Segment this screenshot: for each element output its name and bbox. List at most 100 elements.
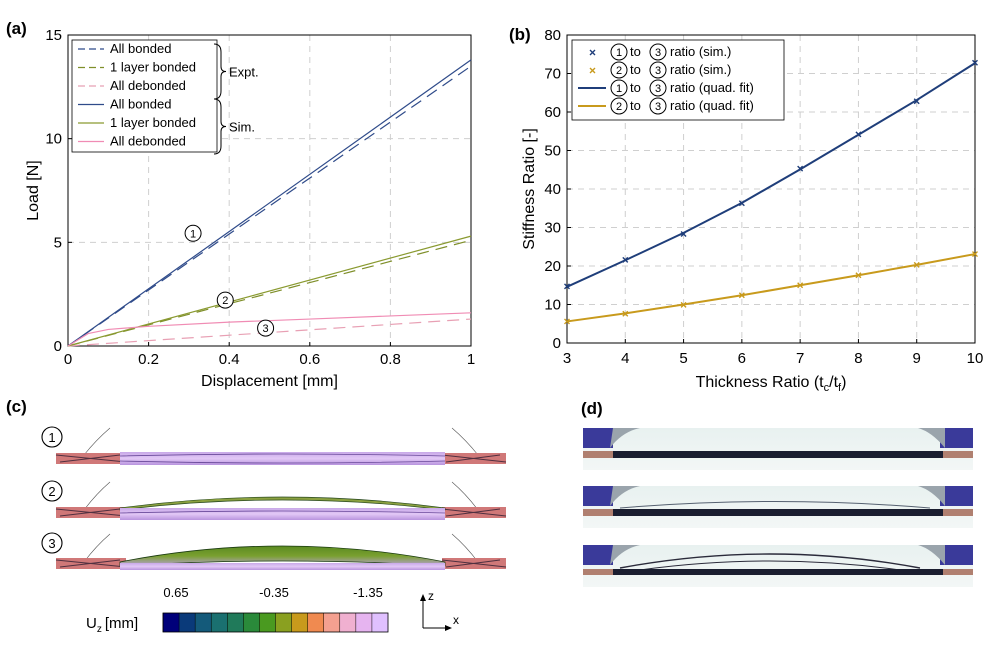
data-point <box>738 292 745 299</box>
x-tick-label: 0 <box>64 351 72 368</box>
number-circle-label: 1 <box>616 83 622 95</box>
colorbar-tick-mid: -0.35 <box>259 585 289 600</box>
y-tick-label: 80 <box>544 27 561 44</box>
sim-beam-2: 2 <box>41 480 507 520</box>
legend-group-label: Sim. <box>229 120 255 135</box>
colorbar-swatch <box>259 613 276 632</box>
chart-b: 3 4 5 6 7 8 9 10 0 10 20 30 40 50 60 70 80 Thickness Rati… <box>521 27 983 394</box>
panel-label-d: (d) <box>581 399 603 418</box>
data-point <box>680 231 687 238</box>
legend: 1 to 3 ratio (sim.) 2 to 3 ratio (sim.) 1 to 3 rati… <box>571 39 785 121</box>
series-line <box>67 312 472 347</box>
series-line <box>67 239 472 347</box>
y-tick-label: 5 <box>54 234 62 251</box>
fit-line <box>566 253 976 323</box>
colorbar-swatch <box>339 613 357 632</box>
x-tick-label: 1 <box>467 351 475 368</box>
y-axis-label: Stiffness Ratio [-] <box>521 128 538 250</box>
series-line <box>67 59 472 347</box>
legend-entry: All debonded <box>110 78 186 93</box>
data-point <box>564 283 570 290</box>
beam-label: 3 <box>48 536 55 551</box>
colorbar-swatch <box>307 613 325 632</box>
colorbar-swatch <box>179 613 196 632</box>
sim-beam-3: 3 <box>41 532 507 570</box>
x-tick-label: 10 <box>967 350 984 367</box>
sim-beam-1: 1 <box>41 426 507 465</box>
number-circle-label: 1 <box>190 228 196 240</box>
x-tick-label: 6 <box>738 350 746 367</box>
y-tick-label: 15 <box>45 27 62 44</box>
number-circle-label: 3 <box>655 83 661 95</box>
number-circle-label: 1 <box>616 47 622 59</box>
x-tick-label: 0.4 <box>219 351 240 368</box>
beam-core <box>120 452 445 465</box>
x-tick-label: 3 <box>563 350 571 367</box>
legend-entry: 1 layer bonded <box>110 60 196 75</box>
plot-frame <box>67 34 472 347</box>
data-point <box>913 261 920 268</box>
y-tick-label: 10 <box>45 131 62 148</box>
legend-entry: All bonded <box>110 97 171 112</box>
number-circle-label: 2 <box>616 65 622 77</box>
data-point <box>855 131 862 138</box>
legend-group-label: Expt. <box>229 65 259 80</box>
data-point <box>622 256 629 263</box>
legend-entry: 1 layer bonded <box>110 115 196 130</box>
experiment-photo-1 <box>583 428 973 470</box>
colorbar-swatch <box>243 613 260 632</box>
legend-entry: ratio (sim.) <box>670 44 731 59</box>
number-circle-label: 3 <box>655 65 661 77</box>
y-tick-label: 20 <box>544 258 561 275</box>
x-tick-label: 0.2 <box>138 351 159 368</box>
legend-box <box>571 39 785 121</box>
legend-marker <box>589 49 596 56</box>
legend-entry-to: to <box>630 80 641 95</box>
data-point <box>738 200 745 207</box>
number-circle <box>649 97 667 115</box>
colorbar-swatch <box>291 613 308 632</box>
y-tick-label: 10 <box>544 297 561 314</box>
colorbar-swatch <box>227 613 244 632</box>
colorbar-swatch <box>371 613 389 632</box>
number-circle <box>257 319 275 337</box>
beam-label-circle <box>41 532 63 554</box>
number-circle-label: 3 <box>263 323 269 335</box>
colorbar-swatches <box>162 612 389 633</box>
colorbar-swatch <box>275 613 292 632</box>
legend-entry-to: to <box>630 98 641 113</box>
panel-label-a: (a) <box>6 19 27 38</box>
colorbar-tick-top: 0.65 <box>163 585 188 600</box>
experiment-photos <box>583 428 973 587</box>
number-circle <box>184 224 202 242</box>
data-point <box>972 59 978 66</box>
y-tick-label: 0 <box>553 335 561 352</box>
legend-entry-to: to <box>630 44 641 59</box>
data-point <box>855 272 862 279</box>
beam-label: 1 <box>48 430 55 445</box>
legend-entry-to: to <box>630 62 641 77</box>
legend-box <box>71 39 218 153</box>
x-tick-label: 0.8 <box>380 351 401 368</box>
legend-entry: ratio (quad. fit) <box>670 80 754 95</box>
number-circle-label: 2 <box>616 101 622 113</box>
colorbar-tick-bottom: -1.35 <box>353 585 383 600</box>
y-tick-label: 60 <box>544 104 561 121</box>
y-tick-label: 40 <box>544 181 561 198</box>
data-point <box>797 165 804 172</box>
fit-line <box>566 62 976 288</box>
number-circle <box>216 291 234 309</box>
series-line <box>67 65 472 347</box>
legend: All bonded 1 layer bonded All debonded All … <box>71 39 259 155</box>
data-point <box>797 282 804 289</box>
data-point <box>680 301 687 308</box>
colorbar-swatch <box>323 613 341 632</box>
number-circle <box>649 43 667 61</box>
number-circle <box>610 79 628 97</box>
beam-label-circle <box>41 480 63 502</box>
number-circle-label: 2 <box>222 295 228 307</box>
y-tick-label: 30 <box>544 220 561 237</box>
axis-z-label: z <box>428 589 434 603</box>
